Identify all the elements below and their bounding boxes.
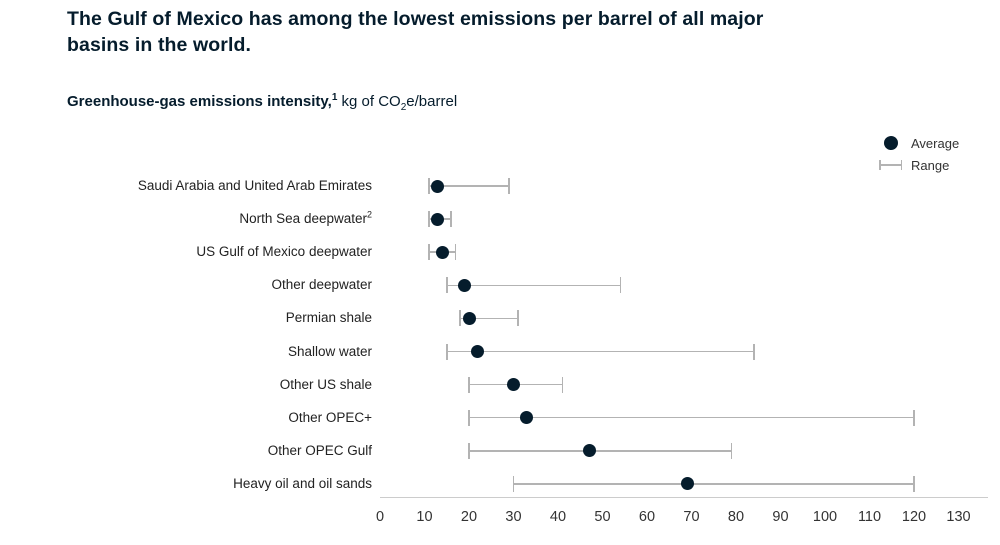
average-dot bbox=[680, 477, 694, 491]
chart-subtitle: Greenhouse-gas emissions intensity,1 kg … bbox=[67, 92, 458, 113]
average-dot bbox=[435, 245, 449, 259]
subtitle-footnote-marker: 1 bbox=[331, 92, 338, 103]
range-cap-high bbox=[508, 178, 510, 194]
subtitle-bold: Greenhouse-gas emissions intensity, bbox=[67, 93, 332, 110]
x-axis-tick-label: 20 bbox=[460, 509, 478, 525]
x-axis-tick-label: 100 bbox=[812, 509, 838, 525]
exhibit-title: The Gulf of Mexico has among the lowest … bbox=[67, 6, 763, 58]
range-cap-low bbox=[428, 178, 430, 194]
x-axis-tick-label: 110 bbox=[857, 509, 882, 525]
average-dot bbox=[431, 179, 445, 193]
x-axis-tick-label: 0 bbox=[375, 509, 385, 525]
range-cap-low bbox=[468, 442, 470, 459]
average-dot bbox=[520, 411, 534, 425]
range-cap-high bbox=[517, 310, 519, 327]
average-dot bbox=[458, 278, 472, 292]
average-dot bbox=[507, 378, 520, 392]
row-label: Other deepwater bbox=[271, 277, 372, 293]
legend-average-icon-wrap bbox=[879, 136, 902, 150]
range-bar bbox=[469, 416, 914, 419]
range-cap-high bbox=[913, 475, 915, 492]
subtitle-unit-subscript: 2 bbox=[400, 102, 407, 113]
x-axis-line bbox=[380, 497, 988, 498]
title-line-1: The Gulf of Mexico has among the lowest … bbox=[67, 8, 764, 30]
range-bar bbox=[513, 483, 914, 485]
average-dot-icon bbox=[883, 136, 898, 150]
average-dot bbox=[462, 311, 476, 325]
range-bar bbox=[460, 317, 518, 320]
range-cap-high bbox=[454, 244, 457, 261]
x-axis-tick-label: 40 bbox=[549, 509, 567, 525]
x-axis-tick-label: 60 bbox=[638, 509, 656, 525]
row-label: Heavy oil and oil sands bbox=[233, 475, 372, 491]
x-axis-tick-label: 80 bbox=[727, 509, 745, 525]
average-dot bbox=[431, 212, 445, 226]
row-label: Other OPEC+ bbox=[288, 409, 372, 425]
range-bar bbox=[446, 350, 754, 353]
range-cap-low bbox=[428, 211, 430, 228]
range-bar bbox=[469, 450, 732, 452]
row-label: Shallow water bbox=[287, 343, 372, 359]
row-label-footnote: 2 bbox=[366, 209, 372, 220]
row-label: Permian shale bbox=[285, 310, 372, 326]
x-axis-tick-label: 120 bbox=[901, 509, 927, 525]
x-axis-tick-label: 50 bbox=[594, 509, 611, 525]
row-label: Other OPEC Gulf bbox=[267, 442, 372, 458]
range-cap-high bbox=[619, 277, 622, 294]
range-cap-low bbox=[459, 310, 461, 327]
range-cap-low bbox=[428, 244, 430, 261]
chart-legend: Average Range bbox=[879, 132, 959, 176]
range-cap-low bbox=[468, 376, 470, 393]
x-axis-tick-label: 70 bbox=[683, 509, 700, 525]
x-axis-tick-label: 30 bbox=[505, 509, 522, 525]
range-cap-low bbox=[512, 475, 515, 492]
range-cap-high bbox=[561, 376, 564, 393]
legend-average-entry: Average bbox=[879, 132, 959, 154]
x-axis-tick-label: 10 bbox=[416, 509, 433, 525]
range-cap-high bbox=[730, 442, 733, 459]
title-line-2: basins in the world. bbox=[67, 34, 252, 56]
range-cap-high bbox=[913, 409, 915, 426]
range-cap-low bbox=[446, 343, 448, 360]
range-bar bbox=[428, 185, 510, 187]
x-axis-tick-label: 90 bbox=[772, 509, 789, 525]
x-axis-tick-label: 130 bbox=[946, 509, 971, 525]
row-label: Other US shale bbox=[279, 376, 372, 392]
range-cap-low bbox=[468, 409, 470, 426]
range-cap-high bbox=[753, 343, 755, 360]
row-label: Saudi Arabia and United Arab Emirates bbox=[137, 178, 372, 193]
legend-range-entry: Range bbox=[879, 154, 959, 176]
range-cap-high bbox=[450, 211, 452, 228]
row-label: US Gulf of Mexico deepwater bbox=[196, 244, 372, 260]
subtitle-unit-prefix: kg of CO bbox=[337, 93, 401, 110]
legend-average-label: Average bbox=[911, 135, 960, 151]
range-bar-icon bbox=[879, 160, 902, 170]
legend-range-label: Range bbox=[911, 157, 950, 173]
range-bar bbox=[446, 284, 621, 287]
average-dot bbox=[471, 345, 485, 358]
row-label: North Sea deepwater2 bbox=[239, 209, 372, 227]
average-dot bbox=[582, 444, 596, 458]
subtitle-unit-suffix: e/barrel bbox=[406, 93, 458, 110]
range-cap-low bbox=[446, 277, 448, 294]
